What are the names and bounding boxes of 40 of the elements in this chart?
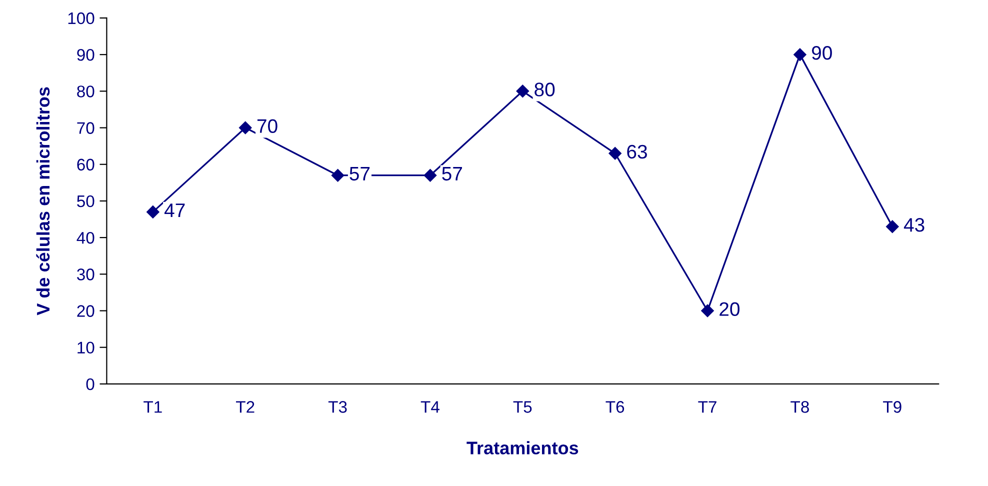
- data-label: 57: [442, 166, 462, 181]
- y-tick-label: 40: [76, 232, 94, 244]
- data-label: 63: [627, 144, 647, 159]
- data-label: 90: [812, 46, 832, 60]
- data-label: 70: [257, 119, 278, 133]
- data-label: 80: [534, 82, 555, 96]
- x-axis-title: Tratamientos: [466, 441, 578, 454]
- x-tick-label: T7: [698, 401, 716, 413]
- y-tick-label: 70: [77, 122, 94, 134]
- y-tick-label: 10: [78, 342, 94, 354]
- point: [608, 146, 622, 160]
- x-tick-label: T3: [328, 401, 347, 413]
- x-tick-label: T2: [236, 401, 254, 413]
- y-tick-label: 80: [77, 86, 94, 98]
- point: [331, 168, 344, 182]
- x-tick-label: T4: [420, 401, 440, 413]
- y-tick-label: 90: [77, 48, 94, 61]
- x-tick-label: T6: [606, 401, 624, 413]
- point: [701, 304, 714, 318]
- point: [794, 48, 806, 61]
- point: [886, 220, 899, 233]
- point: [516, 84, 530, 98]
- x-tick-label: T8: [790, 401, 809, 413]
- y-tick-label: 30: [76, 268, 94, 280]
- y-tick-label: 50: [77, 195, 94, 208]
- point: [146, 206, 160, 218]
- y-tick-label: 60: [77, 158, 94, 171]
- data-label: 57: [350, 166, 370, 181]
- x-tick-label: T5: [513, 401, 532, 413]
- y-tick-label: 20: [77, 305, 94, 317]
- point: [424, 168, 437, 182]
- y-axis-title: V de células en microlitros: [36, 87, 50, 316]
- y-tick-label: 0: [86, 378, 94, 390]
- x-tick-label: T9: [883, 401, 902, 413]
- x-tick-label: T1: [144, 401, 162, 413]
- point: [238, 121, 252, 134]
- data-label: 47: [164, 204, 185, 217]
- data-label: 43: [904, 218, 924, 232]
- data-label: 20: [720, 302, 740, 316]
- y-tick-label: 100: [68, 12, 94, 24]
